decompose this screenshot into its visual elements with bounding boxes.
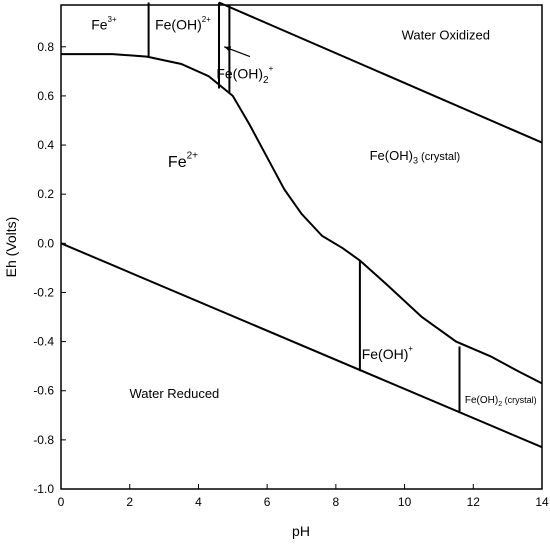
y-tick-label: 0.8 [37,40,54,54]
x-axis: 0 2 4 6 8 10 12 14 [58,484,549,509]
region-label: Fe3+ [91,15,117,33]
region-label: Fe(OH)3 (crystal) [370,148,461,166]
region-label: Water Oxidized [402,27,490,42]
x-tick-label: 0 [58,495,65,509]
y-tick-label: 0.4 [37,138,54,152]
y-tick-label: 0.6 [37,89,54,103]
region-label: Fe(OH)+ [362,344,414,362]
y-tick-label: -1.0 [33,482,54,496]
y-tick-label: 0.0 [37,236,54,250]
y-tick-label: -0.2 [33,285,54,299]
boundary-line-2 [218,1,543,144]
plot-frame [60,4,543,490]
region-label: Water Reduced [129,386,219,401]
boundary-line-3 [61,53,543,385]
y-tick-label: -0.4 [33,335,54,349]
region-labels: Fe3+ Fe(OH)2+ Water Oxidized Fe(OH)2+ Fe2+ Fe… [91,15,536,408]
boundary-line-1 [60,242,543,449]
x-tick-label: 12 [467,495,481,509]
x-tick-label: 2 [126,495,133,509]
x-axis-title: pH [292,523,310,539]
x-tick-label: 4 [195,495,202,509]
y-tick-label: -0.8 [33,433,54,447]
y-axis: -1.0 -0.8 -0.6 -0.4 -0.2 0.0 0.2 0.4 0.6 0.8 [33,40,66,496]
x-tick-label: 8 [333,495,340,509]
plot-area [60,1,543,449]
region-label: Fe(OH)2+ [216,64,273,86]
arrow-annotation [223,46,251,58]
region-label: Fe(OH)2 (crystal) [465,395,537,408]
region-label: Fe2+ [168,150,198,171]
arrow-head [224,46,232,52]
y-tick-label: -0.6 [33,384,54,398]
x-tick-label: 6 [264,495,271,509]
y-tick-label: 0.2 [37,187,54,201]
y-axis-title: Eh (Volts) [3,217,19,278]
region-label: Fe(OH)2+ [155,15,211,33]
x-tick-label: 14 [535,495,549,509]
x-tick-label: 10 [398,495,412,509]
